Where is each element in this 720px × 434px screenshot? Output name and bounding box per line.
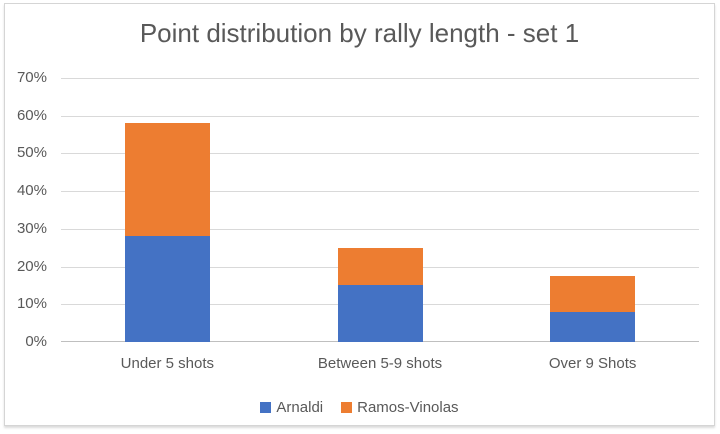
bar-segment-ramos-vinolas — [124, 123, 210, 237]
legend-item: Ramos-Vinolas — [341, 398, 459, 416]
gridline — [61, 153, 699, 155]
y-axis-tick-label: 60% — [16, 106, 47, 124]
y-axis-tick-label: 70% — [16, 69, 47, 86]
chart-title: Point distribution by rally length - set… — [139, 18, 580, 48]
bar-segment-ramos-vinolas — [550, 276, 636, 312]
chart-frame: Point distribution by rally length - set… — [4, 3, 715, 426]
y-axis-tick-label: 50% — [16, 144, 47, 162]
y-axis-tick-label: 20% — [16, 257, 47, 275]
y-axis-tick-label: 30% — [16, 219, 47, 237]
gridline — [61, 191, 699, 193]
legend: Arnaldi Ramos-Vinolas — [5, 397, 714, 417]
legend-label: Arnaldi — [276, 398, 324, 416]
bar-segment-arnaldi — [124, 236, 210, 342]
gridline — [61, 228, 699, 230]
x-axis-category-label: Between 5-9 shots — [317, 355, 443, 372]
bar-segment-arnaldi — [337, 285, 423, 342]
y-axis-tick-label: 0% — [25, 333, 47, 350]
bar-segment-arnaldi — [550, 311, 636, 342]
gridline — [61, 78, 699, 79]
gridline — [61, 115, 699, 117]
legend-label: Ramos-Vinolas — [357, 398, 459, 416]
x-axis-labels: Under 5 shots Between 5-9 shots Over 9 Sho… — [61, 354, 699, 374]
plot-area — [61, 78, 699, 342]
legend-swatch — [260, 401, 272, 413]
y-axis-tick-label: 40% — [16, 182, 47, 200]
legend-item: Arnaldi — [260, 399, 323, 416]
legend-swatch — [341, 401, 353, 413]
bar-segment-ramos-vinolas — [337, 247, 423, 286]
y-axis-tick-label: 10% — [16, 295, 47, 313]
x-axis-category-label: Over 9 Shots — [548, 355, 637, 372]
x-axis-category-label: Under 5 shots — [120, 355, 215, 372]
y-axis-labels: 0% 10% 20% 30% 40% 50% 60% 70% — [5, 69, 47, 350]
